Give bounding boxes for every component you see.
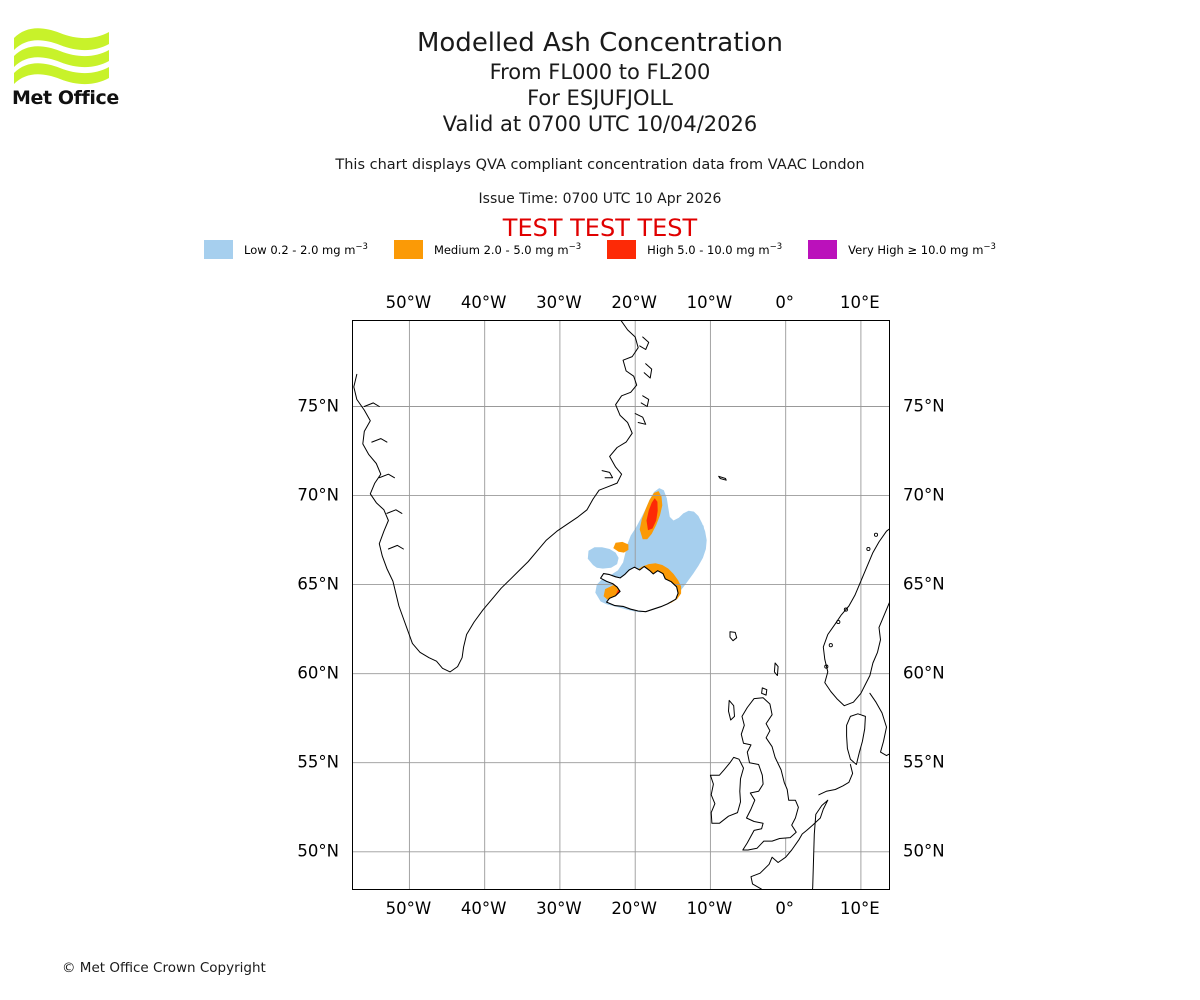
ash-contour-medium-patch — [613, 541, 629, 553]
valid-time: Valid at 0700 UTC 10/04/2026 — [442, 112, 758, 136]
coastline-orkney — [761, 687, 768, 696]
legend-item-label: Medium 2.0 - 5.0 mg m−3 — [433, 242, 582, 257]
legend-item-label: Very High ≥ 10.0 mg m−3 — [848, 242, 996, 257]
page-title: Modelled Ash Concentration — [416, 28, 784, 58]
chart-title-block: Modelled Ash Concentration From FL000 to… — [0, 28, 1200, 137]
met-office-wave-mark — [14, 28, 109, 85]
concentration-legend: Low 0.2 - 2.0 mg m−3 Medium 2.0 - 5.0 mg … — [0, 240, 1200, 259]
qva-note: This chart displays QVA compliant concen… — [335, 157, 865, 173]
ash-contour-high-north-core — [646, 498, 658, 531]
coastline-greenland-island-d — [634, 413, 647, 425]
coastline-greenland — [353, 321, 639, 673]
lon-tick-top-30°W: 30°W — [536, 293, 582, 312]
map-graphics — [353, 321, 889, 889]
lat-tick-right-50°N: 50°N — [903, 841, 945, 861]
coastline-sweden-south — [869, 692, 889, 757]
coastline-norway-islet-4 — [866, 546, 871, 552]
issue-time: Issue Time: 0700 UTC 10 Apr 2026 — [478, 191, 722, 207]
lat-tick-right-55°N: 55°N — [903, 752, 945, 772]
legend-item-label: High 5.0 - 10.0 mg m−3 — [647, 242, 783, 257]
legend-item: High 5.0 - 10.0 mg m−3 — [607, 240, 782, 259]
legend-color-swatch — [393, 240, 423, 259]
lon-tick-bottom-50°W: 50°W — [385, 899, 432, 918]
lon-tick-bottom-40°W: 40°W — [460, 899, 507, 918]
coastline-greenland-island-e — [601, 470, 614, 479]
coastline-ireland — [709, 756, 744, 824]
lat-tick-left-75°N: 75°N — [297, 396, 339, 415]
legend-color-swatch — [808, 240, 838, 259]
coastline-faroe-islands — [729, 631, 738, 642]
map-plot-area — [352, 320, 890, 890]
flight-level-range: From FL000 to FL200 — [489, 60, 711, 84]
lon-tick-top-0°: 0° — [775, 293, 795, 312]
lat-tick-left-55°N: 55°N — [297, 752, 339, 772]
ash-contour-low-east-arm — [684, 522, 705, 540]
test-banner: TEST TEST TEST — [502, 214, 698, 242]
legend-color-swatch — [204, 240, 234, 259]
lat-tick-left-50°N: 50°N — [297, 841, 339, 861]
coastline-northwest-europe — [750, 799, 829, 889]
legend-item-label: Low 0.2 - 2.0 mg m−3 — [244, 242, 368, 257]
legend-item: Very High ≥ 10.0 mg m−3 — [808, 240, 996, 259]
coastline-shetland — [773, 662, 779, 676]
coastline-germany-north — [818, 764, 854, 796]
coastline-iceland — [600, 565, 679, 613]
coastline-jan-mayen — [718, 475, 727, 481]
coastline-greenland-fjord-e — [363, 402, 380, 407]
lon-tick-top-10°W: 10°W — [686, 293, 733, 312]
lat-tick-right-75°N: 75°N — [903, 396, 945, 415]
lon-tick-top-40°W: 40°W — [460, 293, 507, 312]
coastline-greenland-island-b — [643, 363, 653, 379]
met-office-logo-text: Met Office — [12, 87, 119, 109]
coastline-norway-islet-3 — [824, 664, 829, 669]
coastline-outer-hebrides — [728, 699, 735, 721]
lon-tick-bottom-20°W: 20°W — [611, 899, 657, 918]
lat-tick-left-60°N: 60°N — [297, 663, 339, 683]
lat-tick-left-70°N: 70°N — [297, 485, 339, 505]
lat-tick-left-65°N: 65°N — [297, 574, 339, 594]
map-container: 50°W 50°W 40°W 40°W 30°W 30°W 20°W 20°W 10°W 10°W… — [297, 293, 944, 918]
coastline-norway-islet-5 — [873, 532, 879, 537]
lon-tick-top-50°W: 50°W — [385, 293, 432, 312]
lat-tick-right-60°N: 60°N — [903, 663, 945, 683]
met-office-logo: Met Office — [12, 24, 120, 114]
coastline-norway-islet-0 — [843, 607, 848, 612]
coastline-denmark — [846, 713, 866, 765]
coastline-greenland-fjord-a — [387, 544, 404, 550]
ash-contour-low-nw-lobe — [587, 547, 619, 569]
coastline-greenland-fjord-b — [386, 509, 403, 514]
lon-tick-bottom-30°W: 30°W — [536, 899, 582, 918]
lon-tick-top-20°W: 20°W — [611, 293, 657, 312]
lon-tick-bottom-10°W: 10°W — [686, 899, 733, 918]
coastline-greenland-island-a — [639, 336, 650, 350]
lon-tick-bottom-0°: 0° — [775, 899, 795, 918]
coastline-greenland-island-c — [640, 395, 650, 407]
volcano-name: For ESJUFJOLL — [527, 86, 673, 110]
lat-tick-right-70°N: 70°N — [903, 485, 945, 505]
coastline-greenland-fjord-d — [371, 438, 388, 443]
coastline-great-britain — [740, 697, 799, 851]
coastline-norway — [822, 528, 889, 707]
copyright-notice: © Met Office Crown Copyright — [62, 960, 266, 976]
coastline-greenland-fjord-c — [378, 473, 395, 479]
lon-tick-top-10°E: 10°E — [840, 293, 880, 312]
legend-item: Medium 2.0 - 5.0 mg m−3 — [393, 240, 582, 259]
lat-tick-right-65°N: 65°N — [903, 574, 945, 594]
coastline-norway-islet-1 — [836, 619, 841, 625]
legend-color-swatch — [607, 240, 637, 259]
lon-tick-bottom-10°E: 10°E — [840, 899, 880, 918]
legend-item: Low 0.2 - 2.0 mg m−3 — [204, 240, 368, 259]
coastline-norway-islet-2 — [828, 643, 833, 648]
